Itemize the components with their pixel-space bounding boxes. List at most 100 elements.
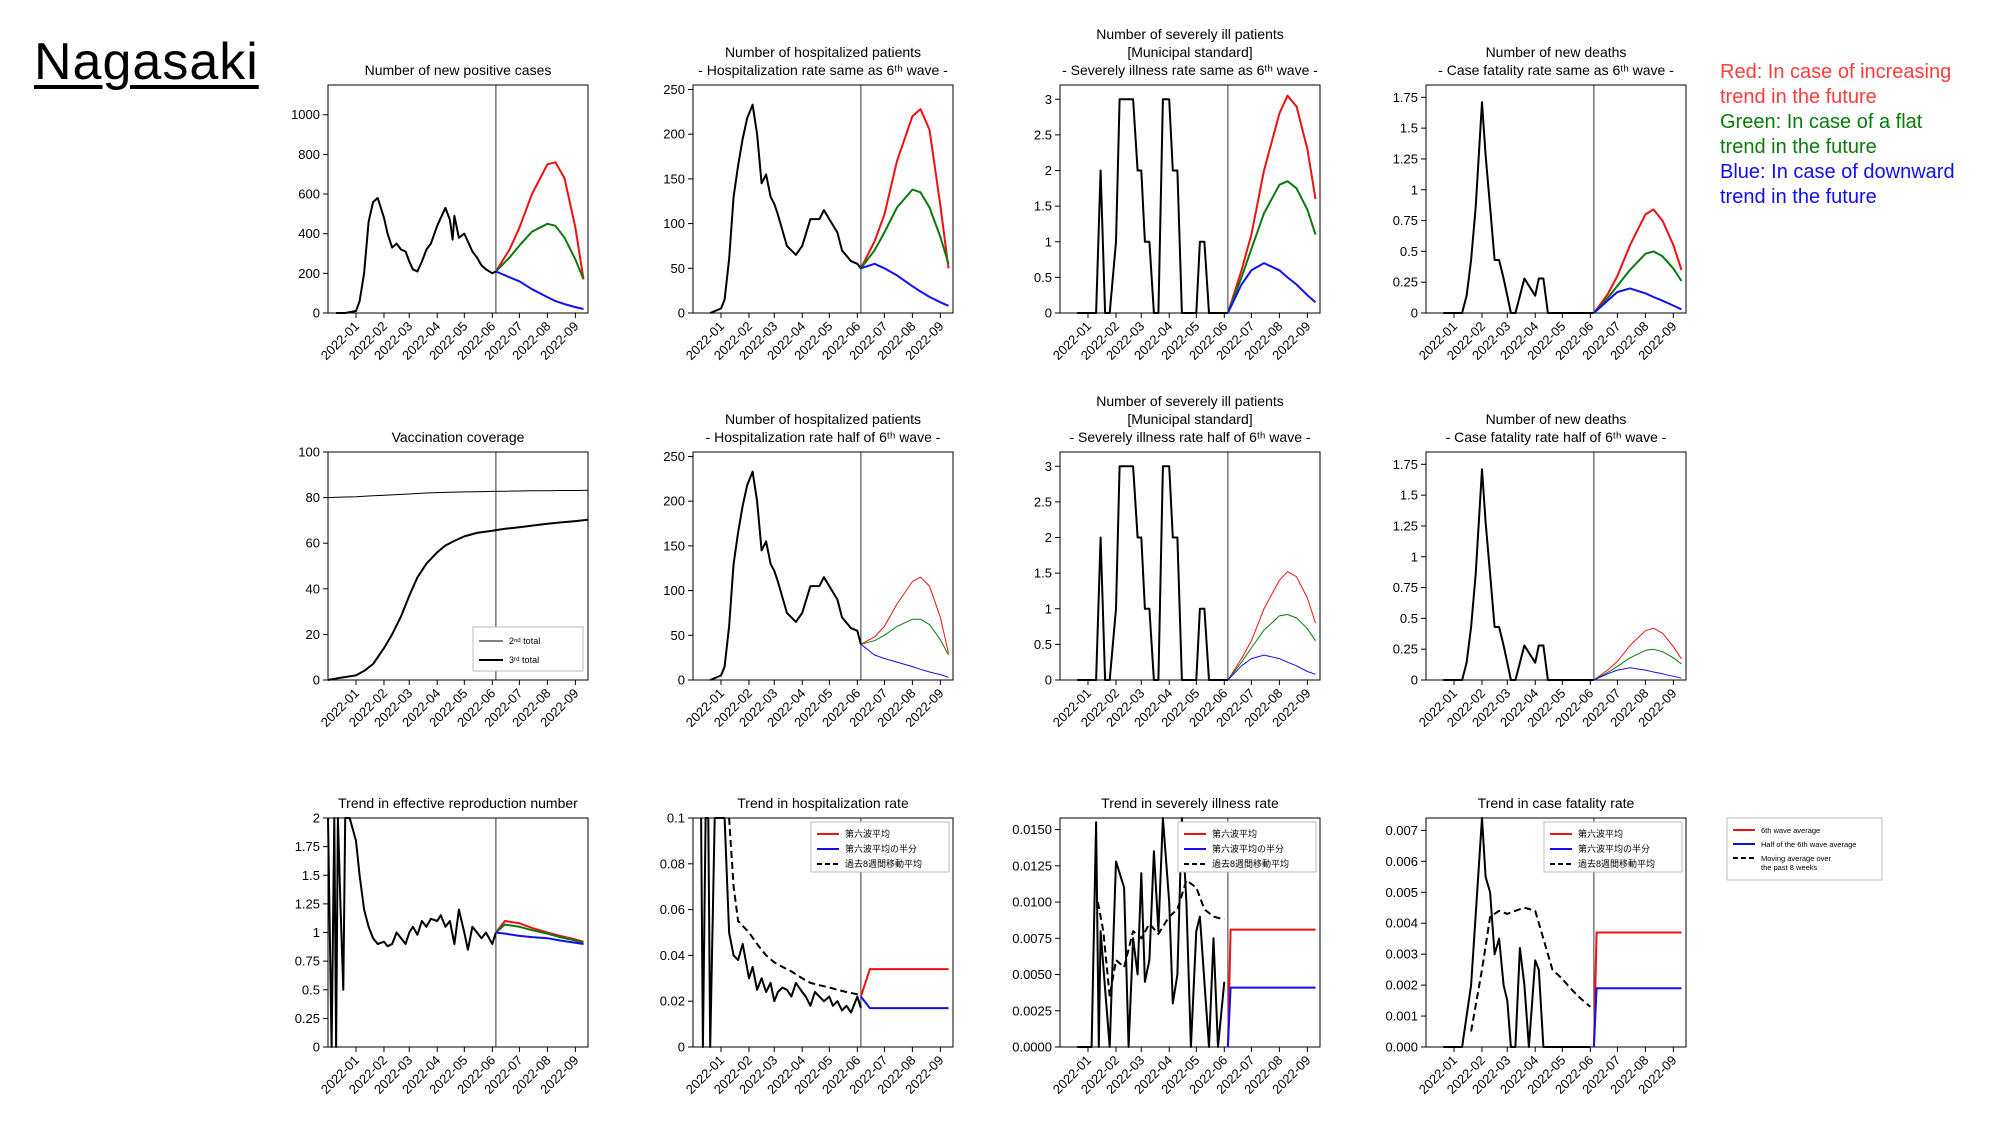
y-tick-label: 400 — [298, 226, 320, 241]
series-hosprate-0 — [700, 817, 862, 1048]
series-death6-2 — [1593, 250, 1683, 314]
legend-label: 過去8週間移動平均 — [1212, 858, 1289, 869]
y-tick-label: 800 — [298, 147, 320, 162]
chart-hosphalf: Number of hospitalized patients - Hospita… — [663, 411, 954, 730]
legend-label: 第六波平均 — [845, 828, 890, 839]
y-tick-label: 0 — [678, 306, 685, 321]
chart-title-severehalf-0: Number of severely ill patients — [1096, 393, 1284, 409]
chart-title-severe6-2: - Severely illness rate same as 6ᵗʰ wave… — [1062, 62, 1318, 78]
series-hosp6-1 — [860, 108, 950, 269]
y-tick-label: 1.75 — [1393, 457, 1418, 472]
y-tick-label: 0.0075 — [1012, 931, 1052, 946]
y-tick-label: 2.5 — [1034, 127, 1052, 142]
y-tick-label: 0.25 — [1393, 642, 1418, 657]
y-tick-label: 600 — [298, 187, 320, 202]
chart-title-hosphalf-1: - Hospitalization rate half of 6ᵗʰ wave … — [706, 429, 941, 445]
axes-frame — [692, 451, 954, 681]
chart-death6: Number of new deaths - Case fatality rate… — [1393, 44, 1687, 363]
series-severehalf-0 — [1077, 465, 1228, 681]
y-tick-label: 100 — [663, 216, 685, 231]
series-positive-2 — [495, 222, 585, 280]
y-tick-label: 1.5 — [1034, 566, 1052, 581]
series-deathhalf-1 — [1593, 627, 1682, 681]
y-tick-label: 1 — [1045, 234, 1052, 249]
y-tick-label: 1 — [1411, 549, 1418, 564]
y-tick-label: 0.003 — [1385, 947, 1418, 962]
scenario-legend-2: Blue: In case of downward trend in the f… — [1720, 161, 1955, 208]
axes-frame — [327, 84, 589, 314]
y-tick-label: 0.0050 — [1012, 967, 1052, 982]
y-tick-label: 0.75 — [1393, 213, 1418, 228]
y-tick-label: 2.5 — [1034, 494, 1052, 509]
y-tick-label: 100 — [298, 445, 320, 460]
y-tick-label: 2 — [1045, 530, 1052, 545]
series-death6-3 — [1593, 287, 1682, 314]
series-positive-1 — [495, 161, 585, 280]
y-tick-label: 50 — [671, 261, 685, 276]
scenario-legend-0: Red: In case of increasing trend in the … — [1720, 61, 1952, 108]
y-tick-label: 0 — [678, 673, 685, 688]
y-tick-label: 0.04 — [660, 948, 685, 963]
y-tick-label: 200 — [298, 266, 320, 281]
y-tick-label: 1 — [313, 925, 320, 940]
y-tick-label: 250 — [663, 449, 685, 464]
y-tick-label: 0.08 — [660, 856, 685, 871]
legend-label: 過去8週間移動平均 — [845, 858, 922, 869]
axes-frame — [692, 817, 954, 1048]
series-severe6-0 — [1077, 98, 1228, 314]
page-title: Nagasaki — [34, 33, 259, 91]
legend-label: 第六波平均の半分 — [845, 843, 917, 854]
chart-title-severehalf-1: [Municipal standard] — [1127, 411, 1252, 427]
legend-label: 3ʳᵈ total — [509, 655, 539, 665]
y-tick-label: 0.0000 — [1012, 1040, 1052, 1055]
y-tick-label: 1.5 — [1400, 121, 1418, 136]
series-severe6-2 — [1226, 180, 1317, 314]
y-tick-label: 0 — [1045, 673, 1052, 688]
chart-title-hosp6-1: - Hospitalization rate same as 6ᵗʰ wave … — [698, 62, 948, 78]
series-rt-2 — [495, 923, 584, 944]
chart-title-vacc-0: Vaccination coverage — [392, 429, 525, 445]
series-cfr-3 — [1592, 987, 1682, 1048]
y-tick-label: 2 — [1045, 163, 1052, 178]
y-tick-label: 0.0100 — [1012, 895, 1052, 910]
y-tick-label: 1.5 — [1400, 488, 1418, 503]
y-tick-label: 1 — [1411, 182, 1418, 197]
series-deathhalf-2 — [1593, 648, 1682, 681]
series-severe6-3 — [1226, 262, 1317, 314]
chart-title-deathhalf-0: Number of new deaths — [1486, 411, 1627, 427]
y-tick-label: 2 — [313, 811, 320, 826]
series-deathhalf-3 — [1593, 667, 1682, 681]
y-tick-label: 0 — [1411, 673, 1418, 688]
y-tick-label: 3 — [1045, 92, 1052, 107]
y-tick-label: 150 — [663, 538, 685, 553]
y-tick-label: 50 — [671, 628, 685, 643]
y-tick-label: 0 — [1045, 306, 1052, 321]
series-hosp6-0 — [709, 103, 862, 314]
y-tick-label: 0.5 — [302, 982, 320, 997]
y-tick-label: 250 — [663, 82, 685, 97]
chart-title-severehalf-2: - Severely illness rate half of 6ᵗʰ wave… — [1069, 429, 1310, 445]
y-tick-label: 0.0125 — [1012, 858, 1052, 873]
axes-frame — [692, 84, 954, 314]
y-tick-label: 0.5 — [1034, 637, 1052, 652]
y-tick-label: 0.25 — [295, 1011, 320, 1026]
y-tick-label: 1.25 — [1393, 518, 1418, 533]
outside-legend: 6th wave average Half of the 6th wave ave… — [1726, 817, 1883, 881]
chart-severerate: Trend in severely illness rate 0.0000 0.00… — [1012, 795, 1321, 1097]
y-tick-label: 1.5 — [1034, 199, 1052, 214]
y-tick-label: 0.002 — [1385, 978, 1418, 993]
chart-title-deathhalf-1: - Case fatality rate half of 6ᵗʰ wave - — [1446, 429, 1667, 445]
y-tick-label: 0.5 — [1400, 611, 1418, 626]
chart-title-severe6-0: Number of severely ill patients — [1096, 26, 1284, 42]
series-vacc-0 — [327, 489, 589, 499]
y-tick-label: 0 — [313, 306, 320, 321]
series-cfr-0 — [1443, 817, 1591, 1048]
chart-severehalf: Number of severely ill patients [Municipa… — [1034, 393, 1321, 730]
series-hosphalf-1 — [860, 576, 949, 654]
series-vacc-1 — [327, 518, 589, 681]
y-tick-label: 0.005 — [1385, 885, 1418, 900]
legend-label: 第六波平均の半分 — [1212, 843, 1284, 854]
series-hosp6-2 — [860, 188, 950, 269]
y-tick-label: 0.5 — [1400, 244, 1418, 259]
y-tick-label: 0.06 — [660, 902, 685, 917]
